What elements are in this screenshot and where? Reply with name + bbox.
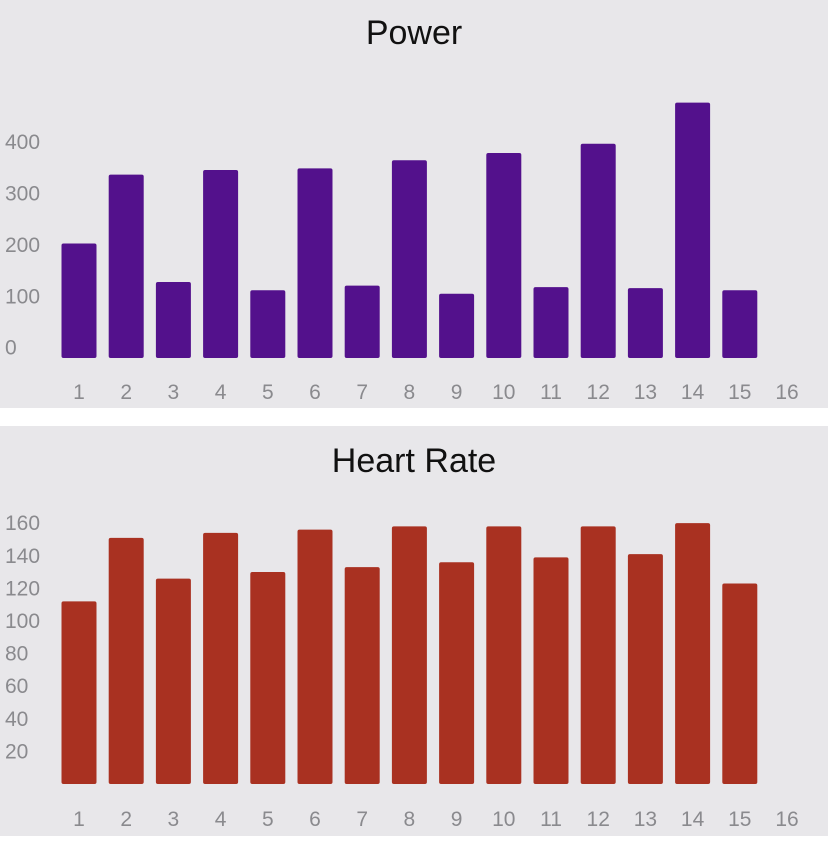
bar-1 [61, 601, 97, 784]
bar-4 [203, 532, 239, 784]
x-tick-label: 14 [681, 808, 705, 831]
bar-11 [533, 557, 569, 784]
x-tick-label: 6 [309, 381, 321, 404]
y-tick-label: 20 [5, 740, 28, 763]
y-tick-label: 300 [5, 183, 40, 206]
bar-13 [627, 288, 663, 358]
bar-12 [580, 526, 616, 784]
y-tick-label: 120 [5, 577, 40, 600]
bar-2 [108, 174, 144, 358]
y-tick-label: 80 [5, 643, 28, 666]
x-tick-label: 16 [775, 381, 798, 404]
x-tick-label: 7 [356, 381, 368, 404]
x-tick-label: 5 [262, 381, 274, 404]
bar-11 [533, 287, 569, 358]
x-tick-label: 13 [634, 381, 657, 404]
y-tick-label: 0 [5, 337, 17, 360]
bar-9 [439, 562, 475, 784]
x-tick-label: 10 [492, 381, 515, 404]
bar-8 [391, 160, 427, 358]
y-tick-label: 140 [5, 545, 40, 568]
bar-5 [250, 290, 286, 358]
x-tick-label: 7 [356, 808, 368, 831]
x-tick-label: 8 [404, 808, 416, 831]
x-tick-label: 9 [451, 381, 463, 404]
x-tick-label: 4 [215, 381, 227, 404]
x-tick-label: 9 [451, 808, 463, 831]
bar-6 [297, 529, 333, 784]
x-tick-label: 5 [262, 808, 274, 831]
chart-title: Power [365, 14, 463, 52]
x-tick-label: 10 [492, 808, 515, 831]
x-tick-label: 12 [587, 808, 610, 831]
y-tick-label: 40 [5, 708, 28, 731]
x-tick-label: 11 [540, 808, 562, 831]
bar-1 [61, 243, 97, 358]
x-tick-label: 16 [775, 808, 798, 831]
x-tick-label: 4 [215, 808, 227, 831]
bar-10 [486, 526, 522, 784]
bar-8 [391, 526, 427, 784]
bar-7 [344, 567, 380, 784]
x-tick-label: 15 [728, 381, 751, 404]
heart-rate-chart-panel: Heart Rate 20 40 60 80 100 120 140 160 1 2 3 4 5 6 7 8 9… [0, 426, 828, 836]
y-tick-label: 100 [5, 285, 40, 308]
bar-3 [155, 578, 191, 784]
bar-12 [580, 143, 616, 358]
bar-10 [486, 153, 522, 358]
bar-9 [439, 293, 475, 358]
chart-title: Heart Rate [331, 442, 497, 480]
bar-13 [627, 554, 663, 784]
bar-2 [108, 537, 144, 784]
x-tick-label: 8 [404, 381, 416, 404]
bar-4 [203, 169, 239, 358]
bar-14 [675, 523, 711, 784]
y-tick-label: 200 [5, 234, 40, 257]
y-tick-label: 60 [5, 675, 28, 698]
x-tick-label: 15 [728, 808, 751, 831]
bar-5 [250, 572, 286, 784]
x-tick-label: 1 [73, 381, 85, 404]
bar-14 [675, 102, 711, 358]
x-tick-label: 12 [587, 381, 610, 404]
x-tick-label: 13 [634, 808, 657, 831]
power-chart-panel: Power 0 100 200 300 400 1 2 3 4 5 6 7 8 9 10 11 12 13 14 15… [0, 0, 828, 408]
x-tick-label: 3 [168, 808, 180, 831]
bar-15 [722, 583, 758, 784]
bar-15 [722, 290, 758, 358]
x-tick-label: 6 [309, 808, 321, 831]
x-tick-label: 14 [681, 381, 705, 404]
y-tick-label: 400 [5, 131, 40, 154]
bar-7 [344, 285, 380, 358]
x-tick-label: 1 [73, 808, 85, 831]
y-tick-label: 160 [5, 512, 40, 535]
x-tick-label: 11 [540, 381, 562, 404]
y-tick-label: 100 [5, 610, 40, 633]
bar-6 [297, 168, 333, 358]
bar-3 [155, 281, 191, 358]
x-tick-label: 3 [168, 381, 180, 404]
x-tick-label: 2 [120, 381, 132, 404]
x-tick-label: 2 [120, 808, 132, 831]
